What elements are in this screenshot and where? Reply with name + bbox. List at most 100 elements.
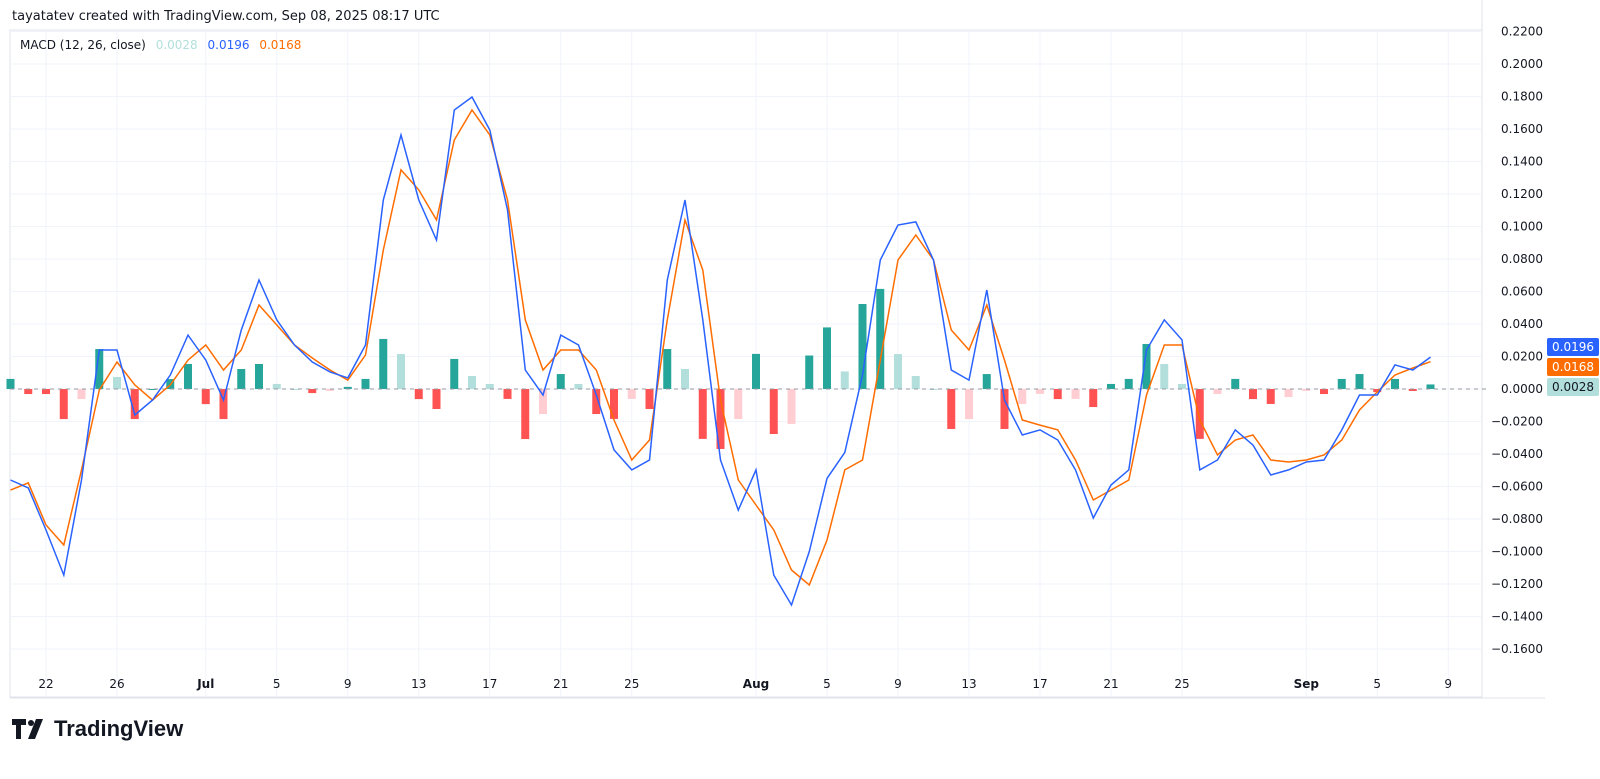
histogram-bar [805, 355, 814, 389]
y-tick-label: −0.0400 [1491, 447, 1543, 461]
x-tick-label: Sep [1294, 677, 1320, 691]
histogram-bar [184, 363, 192, 389]
signal-last-value: 0.0168 [1552, 360, 1594, 374]
tradingview-logo[interactable]: TradingView [12, 716, 183, 742]
signal-last-value-bg [1547, 358, 1599, 376]
histogram-bar [787, 389, 796, 424]
histogram-bar [201, 389, 210, 405]
histogram-bar [503, 389, 512, 399]
histogram-bar [1195, 389, 1204, 439]
y-tick-label: −0.0800 [1491, 512, 1543, 526]
histogram-bar [113, 376, 121, 389]
x-tick-label: 5 [1373, 677, 1381, 691]
indicator-legend[interactable]: MACD (12, 26, close) 0.0028 0.0196 0.016… [20, 38, 307, 52]
histogram-bar [24, 389, 33, 395]
histogram-bar [1213, 389, 1222, 395]
histogram-bar [326, 389, 334, 391]
histogram-bar [1018, 389, 1027, 404]
histogram-bar [965, 389, 973, 420]
y-tick-label: 0.0600 [1501, 285, 1543, 299]
histogram-bar [414, 389, 423, 400]
histogram-bar [237, 369, 246, 389]
x-tick-label: 25 [624, 677, 639, 691]
macd-line [10, 95, 1431, 607]
histogram-bar [592, 389, 601, 415]
histogram-bar [1320, 389, 1328, 395]
histogram-bar [59, 389, 68, 420]
histogram-bar [858, 304, 867, 389]
histogram-bar [1231, 378, 1240, 389]
histogram-bar [1426, 384, 1435, 389]
histogram-bar [468, 376, 476, 389]
y-tick-label: 0.1000 [1501, 220, 1543, 234]
histogram-bar [290, 389, 299, 390]
histogram-bar [1266, 389, 1275, 404]
histogram-bar [1373, 389, 1382, 393]
histogram-bar [947, 389, 956, 429]
histogram-bar [574, 383, 583, 389]
histogram-bar [876, 288, 885, 389]
histogram-bar [1107, 383, 1115, 389]
histogram-bar [95, 349, 104, 389]
y-tick-label: −0.0200 [1491, 415, 1543, 429]
histogram-bar [1160, 363, 1169, 389]
histogram-last-value: 0.0028 [1552, 380, 1594, 394]
histogram-bar [308, 389, 317, 394]
histogram-bar [1000, 389, 1009, 429]
histogram-bar [1249, 389, 1257, 400]
histogram-bar [894, 354, 902, 389]
histogram-bar [752, 353, 760, 389]
y-tick-label: 0.1200 [1501, 187, 1543, 201]
histogram-bar [1089, 389, 1098, 408]
histogram-bar [911, 376, 920, 389]
y-tick-label: 0.1400 [1501, 155, 1543, 169]
histogram-bar [539, 389, 547, 415]
histogram-bar [1337, 378, 1346, 389]
x-tick-label: 13 [961, 677, 976, 691]
macd-last-value-bg [1547, 338, 1599, 356]
y-tick-label: −0.1600 [1491, 642, 1543, 656]
histogram-bar [716, 389, 725, 449]
x-tick-label: 17 [482, 677, 497, 691]
histogram-bar [645, 389, 654, 409]
y-tick-label: 0.2200 [1501, 25, 1543, 39]
histogram-bar [627, 389, 636, 399]
macd-value: 0.0196 [207, 38, 250, 52]
x-tick-label: 5 [273, 677, 281, 691]
histogram-bar [485, 383, 494, 389]
histogram-bar [1408, 389, 1417, 391]
histogram-bar [1142, 343, 1151, 389]
histogram-bar [42, 389, 50, 395]
histogram-bar [432, 389, 441, 409]
y-tick-label: 0.0200 [1501, 350, 1543, 364]
y-tick-label: 0.0800 [1501, 252, 1543, 266]
histogram-bar [343, 386, 352, 389]
histogram-bar [148, 389, 157, 390]
y-tick-label: −0.0600 [1491, 480, 1543, 494]
x-tick-label: Aug [743, 677, 769, 691]
histogram-bar [734, 389, 743, 420]
x-tick-label: 9 [344, 677, 352, 691]
x-tick-label: 9 [894, 677, 902, 691]
x-tick-label: 26 [109, 677, 124, 691]
histogram-bar [681, 369, 689, 389]
histogram-bar [698, 389, 707, 439]
signal-value: 0.0168 [259, 38, 302, 52]
histogram-bar [521, 389, 530, 440]
histogram-bar [397, 354, 405, 389]
histogram-bar [379, 338, 388, 389]
histogram-bar [1124, 378, 1133, 389]
x-tick-label: 17 [1032, 677, 1047, 691]
x-tick-label: 25 [1174, 677, 1189, 691]
y-tick-label: −0.1200 [1491, 577, 1543, 591]
histogram-bar [823, 327, 831, 389]
y-tick-label: −0.1000 [1491, 545, 1543, 559]
tradingview-logo-icon [12, 719, 43, 739]
macd-last-value: 0.0196 [1552, 340, 1594, 354]
histogram-bar [769, 389, 778, 435]
histogram-bar [610, 389, 618, 419]
y-tick-label: −0.1400 [1491, 610, 1543, 624]
indicator-name[interactable]: MACD (12, 26, close) [20, 38, 146, 52]
histogram-bar [982, 374, 991, 389]
